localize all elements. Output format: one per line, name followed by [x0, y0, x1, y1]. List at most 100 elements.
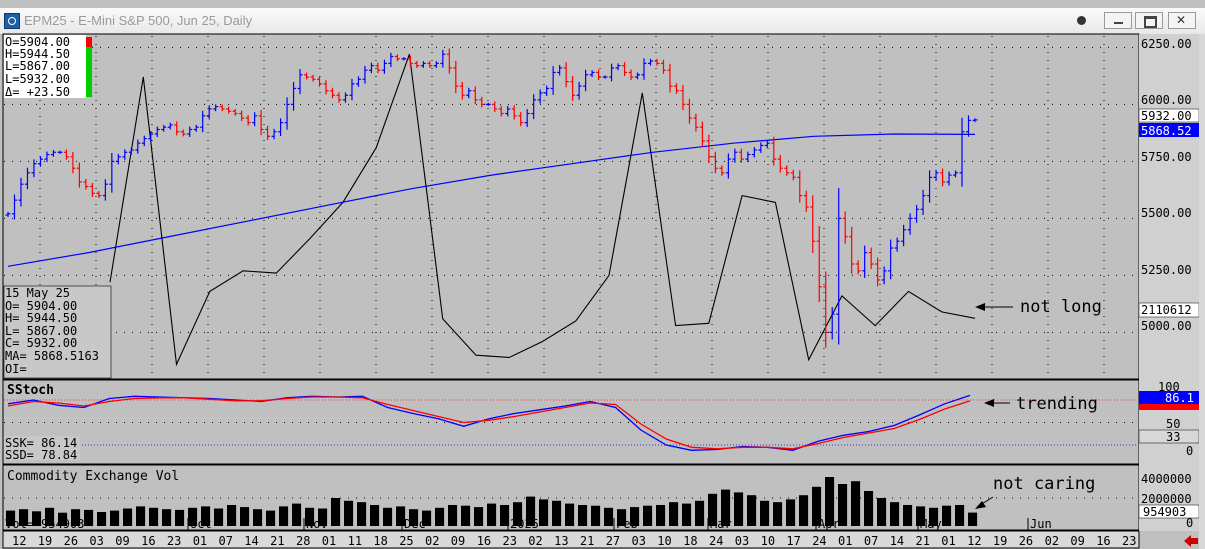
volume-bar [864, 491, 874, 526]
date-day-label: 09 [115, 534, 129, 548]
date-day-label: 02 [425, 534, 439, 548]
date-month-label: Mar [710, 517, 732, 531]
last-price-value: 5932.00 [1141, 109, 1192, 123]
volume-bar [513, 502, 523, 526]
date-day-label: 21 [270, 534, 284, 548]
volume-bar [370, 505, 380, 526]
volume-bar [851, 481, 861, 526]
stoch-values-box [4, 436, 80, 460]
volume-bar [929, 507, 939, 526]
minimize-button[interactable] [1104, 12, 1132, 29]
volume-bar [45, 507, 55, 526]
volume-bar [162, 509, 172, 526]
volume-bar [84, 509, 94, 526]
price-pane[interactable] [2, 33, 1140, 380]
date-day-label: 21 [580, 534, 594, 548]
volume-bar [266, 510, 276, 526]
volume-bar [318, 508, 328, 526]
record-icon[interactable] [1068, 12, 1096, 29]
volume-bar [292, 503, 302, 526]
volume-bar [97, 512, 107, 526]
price-bars [5, 48, 978, 348]
volume-bar [435, 507, 445, 526]
date-day-label: 02 [528, 534, 542, 548]
price-axis-label: 6000.00 [1141, 93, 1192, 107]
arrow-head-icon [975, 501, 986, 509]
volume-bar [825, 477, 835, 526]
date-day-label: 10 [761, 534, 775, 548]
gridlines [4, 36, 1138, 499]
stoch-title: SStoch [7, 383, 54, 398]
price-axis-label: 6250.00 [1141, 37, 1192, 51]
annotation-not-caring: not caring [993, 474, 1095, 494]
date-day-label: 01 [322, 534, 336, 548]
volume-bar [136, 506, 146, 526]
ssd-badge [1139, 404, 1199, 410]
date-month-label: 2025 [510, 517, 539, 531]
volume-bar [123, 508, 133, 526]
date-day-label: 18 [683, 534, 697, 548]
volume-axis-label: 0 [1186, 516, 1193, 530]
date-month-label: Nov [306, 517, 328, 531]
info-line: L=5867.00 [5, 59, 70, 73]
tick-change-indicator [86, 37, 92, 47]
volume-bar [71, 509, 81, 526]
data-line: O= 5904.00 [5, 299, 77, 313]
ssd-line [7, 396, 971, 450]
date-day-label: 23 [503, 534, 517, 548]
date-day-label: 19 [38, 534, 52, 548]
scroll-left-arrow-icon[interactable] [1183, 534, 1199, 548]
info-line: O=5904.00 [5, 35, 70, 49]
price-axis-label: 5000.00 [1141, 319, 1192, 333]
ma-badge [1139, 123, 1199, 137]
stoch-axis-label: 0 [1186, 444, 1193, 458]
data-line: OI= [5, 362, 27, 376]
volume-bar [682, 503, 692, 526]
volume-bar [656, 505, 666, 526]
volume-bar [643, 505, 653, 526]
moving-average-line [7, 133, 976, 267]
volume-bar [799, 495, 809, 526]
date-day-label: 16 [1096, 534, 1110, 548]
maximize-button[interactable] [1135, 12, 1163, 29]
volume-bar [617, 509, 627, 526]
volume-bar [279, 506, 289, 526]
date-day-label: 23 [1122, 534, 1136, 548]
date-day-label: 21 [916, 534, 930, 548]
ssd-label: SSD= 78.84 [5, 448, 77, 462]
volume-bar [812, 486, 822, 526]
volume-bar [175, 509, 185, 526]
annotation-not-long: not long [1020, 297, 1102, 317]
volume-bar [734, 492, 744, 526]
title-bar: EPM25 - E-Mini S&P 500, Jun 25, Daily [0, 8, 1205, 35]
ssk-badge-value: 86.1 [1165, 391, 1194, 405]
volume-bar [526, 496, 536, 526]
date-day-label: 27 [606, 534, 620, 548]
ma-value: 5868.52 [1141, 124, 1192, 138]
volume-bar [253, 509, 263, 526]
stoch-pane[interactable] [2, 379, 1140, 465]
date-day-label: 03 [632, 534, 646, 548]
window-edge [1199, 34, 1205, 549]
date-day-label: 12 [12, 534, 26, 548]
volume-bar [591, 505, 601, 526]
stochastic-lines [7, 394, 971, 451]
date-day-label: 01 [941, 534, 955, 548]
ssk-badge [1139, 391, 1199, 404]
volume-bar [578, 505, 588, 526]
volume-bar [786, 499, 796, 526]
volume-bar [149, 507, 159, 526]
date-day-label: 23 [167, 534, 181, 548]
volume-bar [188, 507, 198, 526]
volume-bar [604, 507, 614, 526]
volume-bar [539, 499, 549, 526]
volume-value-label: Vol= 954903 [5, 517, 84, 531]
date-day-label: 11 [348, 534, 362, 548]
volume-bar [500, 505, 510, 526]
volume-axis-label: 2000000 [1141, 492, 1192, 506]
volume-bar [6, 510, 16, 526]
close-button[interactable] [1168, 12, 1196, 29]
volume-bar [32, 511, 42, 526]
